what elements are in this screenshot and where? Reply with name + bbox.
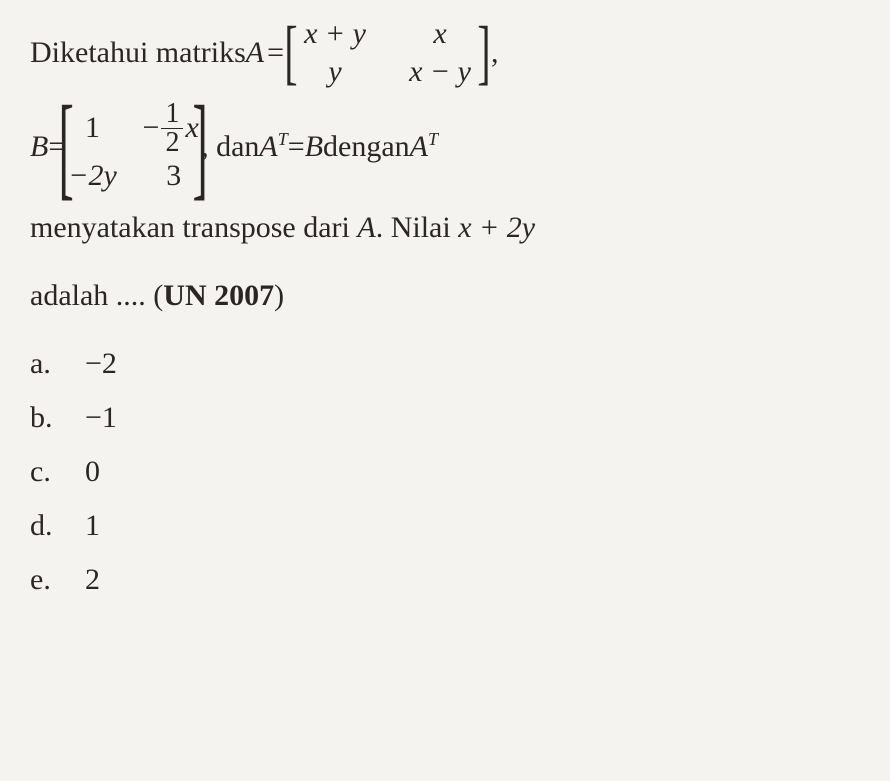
matrix-B: [ 1 − 1 2 x −2y 3 bbox=[65, 98, 201, 196]
option-b-letter: b. bbox=[30, 394, 85, 442]
option-e-value: 2 bbox=[85, 556, 100, 604]
option-d-value: 1 bbox=[85, 502, 100, 550]
var-A: A bbox=[246, 29, 264, 77]
mB-r2c1: −2y bbox=[68, 157, 118, 195]
bracket-right-tall-icon: ] bbox=[192, 98, 207, 196]
frac-num: 1 bbox=[161, 100, 183, 129]
option-a-value: −2 bbox=[85, 340, 117, 388]
text-menyatakan: menyatakan transpose dari bbox=[30, 211, 357, 244]
mA-r2c2: x − y bbox=[400, 53, 480, 91]
option-b-value: −1 bbox=[85, 394, 117, 442]
text-nilai: . Nilai bbox=[376, 211, 459, 244]
mA-r1c1: x + y bbox=[295, 15, 375, 53]
mB-r1c2: − 1 2 x bbox=[143, 100, 199, 157]
bracket-right-icon: ] bbox=[477, 22, 490, 83]
bracket-left-icon: [ bbox=[284, 22, 297, 83]
mA-r2c1: y bbox=[295, 53, 375, 91]
line-4: adalah .... (UN 2007) bbox=[30, 272, 860, 320]
mB-r1c1: 1 bbox=[68, 109, 118, 147]
answer-options: a. −2 b. −1 c. 0 d. 1 e. 2 bbox=[30, 340, 860, 604]
AT2-A: A bbox=[410, 130, 428, 163]
close-paren: ) bbox=[274, 279, 284, 312]
option-e: e. 2 bbox=[30, 556, 860, 604]
option-a: a. −2 bbox=[30, 340, 860, 388]
option-d-letter: d. bbox=[30, 502, 85, 550]
expr-x2y: x + 2y bbox=[458, 211, 535, 244]
un-2007: UN 2007 bbox=[163, 279, 274, 312]
bracket-left-tall-icon: [ bbox=[59, 98, 74, 196]
option-e-letter: e. bbox=[30, 556, 85, 604]
option-d: d. 1 bbox=[30, 502, 860, 550]
option-b: b. −1 bbox=[30, 394, 860, 442]
mB-r2c2: 3 bbox=[149, 157, 199, 195]
matrix-A: [ x + y x y x − y ] bbox=[287, 15, 488, 90]
equals-1: = bbox=[267, 29, 284, 77]
option-c: c. 0 bbox=[30, 448, 860, 496]
AT2-T: T bbox=[428, 129, 438, 149]
option-a-letter: a. bbox=[30, 340, 85, 388]
comma-dan: , dan bbox=[201, 123, 259, 171]
option-c-value: 0 bbox=[85, 448, 100, 496]
mB-r1c2-neg: − bbox=[143, 109, 160, 147]
var-B2: B bbox=[305, 123, 323, 171]
option-c-letter: c. bbox=[30, 448, 85, 496]
AT-A: A bbox=[259, 130, 277, 163]
line-3: menyatakan transpose dari A. Nilai x + 2… bbox=[30, 204, 860, 252]
mA-r1c2: x bbox=[400, 15, 480, 53]
equals-3: = bbox=[288, 123, 305, 171]
line-2: B = [ 1 − 1 2 x −2y bbox=[30, 98, 860, 196]
math-problem: Diketahui matriks A = [ x + y x y x − y bbox=[30, 15, 860, 604]
var-A3: A bbox=[357, 211, 375, 244]
AT-T: T bbox=[278, 129, 288, 149]
comma-1: , bbox=[491, 29, 499, 77]
var-B: B bbox=[30, 123, 48, 171]
frac-den: 2 bbox=[161, 129, 183, 157]
line-1: Diketahui matriks A = [ x + y x y x − y bbox=[30, 15, 860, 90]
text-diketahui: Diketahui matriks bbox=[30, 29, 246, 77]
dengan-text: dengan bbox=[323, 123, 410, 171]
fraction-half: 1 2 bbox=[161, 100, 183, 157]
text-adalah: adalah .... ( bbox=[30, 279, 163, 312]
